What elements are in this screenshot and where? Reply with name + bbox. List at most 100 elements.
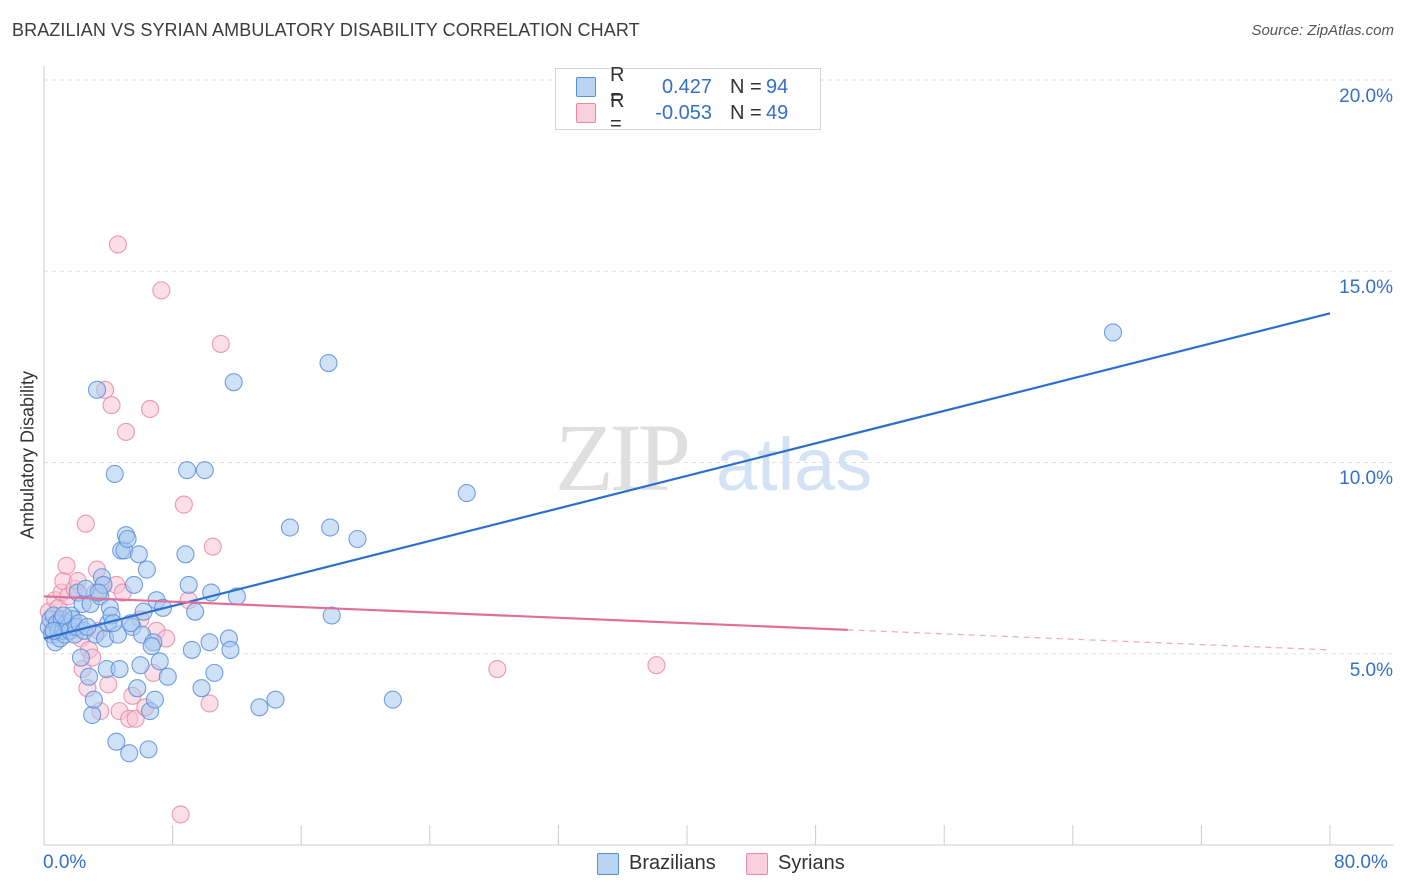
brazilians-point: [139, 740, 158, 759]
brazilians-point: [150, 652, 169, 671]
brazilians-point: [192, 679, 211, 698]
brazilians-point: [322, 606, 341, 625]
brazilians-point: [87, 380, 107, 399]
brazilians-point: [221, 640, 240, 659]
syrians-point: [152, 281, 171, 300]
y-tick-label: 15.0%: [1339, 277, 1393, 298]
brazilians-point: [142, 637, 161, 656]
brazilians-point: [137, 560, 156, 579]
legend-row-brazilians: R = 0.427 N = 94: [576, 64, 796, 109]
brazilians-point: [224, 373, 243, 392]
x-tick-label-max: 80.0%: [1334, 852, 1388, 873]
trend-lines: [43, 312, 1331, 651]
y-tick-label: 10.0%: [1339, 468, 1393, 489]
legend-label: Brazilians: [629, 852, 716, 874]
brazilians-point: [124, 575, 144, 594]
n-value: 94: [766, 75, 789, 98]
brazilians-point: [71, 648, 91, 667]
syrians-point: [76, 514, 95, 533]
r-value: -0.053: [655, 101, 712, 124]
n-label: N =: [730, 75, 762, 98]
legend-label: Syrians: [778, 852, 845, 874]
brazilians-point: [176, 545, 195, 564]
brazilians-point: [118, 529, 137, 549]
syrians-trend-line-extension: [847, 629, 1331, 651]
syrians-point: [141, 399, 160, 419]
syrians-point: [174, 495, 193, 514]
brazilians-point: [129, 545, 148, 564]
watermark-atlas: atlas: [716, 423, 872, 506]
brazilians-point: [89, 583, 108, 602]
brazilians-point: [266, 690, 285, 709]
brazilians-point: [110, 659, 129, 679]
watermark-zip: ZIP: [555, 404, 688, 511]
legend-item-syrians[interactable]: Syrians: [746, 852, 845, 875]
syrians-point: [57, 556, 76, 575]
correlation-legend: R = 0.427 N = 94 R = -0.053 N = 49: [555, 64, 821, 135]
legend-item-brazilians[interactable]: Brazilians: [597, 852, 716, 875]
syrians-point: [488, 659, 507, 679]
y-tick-label: 20.0%: [1339, 86, 1393, 107]
brazilians-legend-swatch: [597, 852, 619, 875]
y-axis-label: Ambulatory Disability: [17, 370, 38, 540]
brazilians-point: [120, 744, 139, 763]
brazilians-point: [383, 690, 402, 709]
r-value: 0.427: [661, 75, 712, 98]
brazilians-point: [321, 518, 340, 537]
watermark: ZIP atlas: [555, 404, 872, 511]
brazilians-point: [250, 698, 269, 717]
brazilians-point: [128, 679, 147, 698]
brazilians-point: [457, 484, 476, 503]
gridlines: [44, 79, 1394, 655]
brazilians-swatch: [576, 77, 596, 97]
syrians-point: [171, 805, 190, 824]
n-value: 49: [766, 101, 789, 124]
brazilians-point: [131, 656, 150, 675]
syrians-trend-line: [43, 595, 848, 631]
brazilians-point: [179, 575, 198, 594]
syrians-swatch: [576, 103, 596, 123]
brazilians-point: [200, 633, 219, 652]
r-label: R =: [610, 90, 625, 135]
syrians-point: [116, 422, 136, 441]
syrians-point: [211, 334, 230, 353]
brazilians-point: [1103, 323, 1123, 342]
brazilians-point: [178, 461, 197, 480]
brazilians-point: [84, 690, 103, 709]
brazilians-point: [348, 529, 367, 549]
chart-title: BRAZILIAN VS SYRIAN AMBULATORY DISABILIT…: [12, 20, 640, 40]
syrians-point: [200, 694, 219, 713]
syrians-point: [102, 396, 121, 415]
syrians-legend-swatch: [746, 852, 768, 875]
brazilians-point: [205, 663, 224, 682]
brazilians-point: [158, 667, 177, 686]
source-label: Source: ZipAtlas.com: [1251, 22, 1394, 39]
brazilians-point: [280, 518, 299, 537]
brazilians-point: [107, 732, 126, 751]
brazilians-point: [182, 640, 201, 659]
brazilians-trend-line: [43, 312, 1331, 640]
brazilians-points: [39, 323, 1123, 763]
syrians-points: [39, 235, 666, 824]
brazilians-point: [319, 353, 338, 373]
brazilians-point: [195, 461, 214, 480]
syrians-point: [108, 235, 127, 254]
series-legend: Brazilians Syrians: [0, 852, 1406, 878]
x-tick-label-min: 0.0%: [43, 852, 87, 873]
brazilians-point: [121, 614, 140, 633]
legend-row-syrians: R = -0.053 N = 49: [576, 90, 796, 135]
syrians-point: [203, 537, 222, 556]
r-label: R =: [610, 64, 625, 109]
n-label: N =: [730, 101, 762, 124]
brazilians-point: [54, 606, 73, 625]
brazilians-point: [145, 690, 164, 709]
axes: [43, 66, 1394, 846]
syrians-point: [647, 656, 666, 675]
brazilians-point: [105, 464, 124, 484]
syrians-point: [99, 675, 118, 694]
brazilians-point: [186, 602, 205, 621]
brazilians-point: [79, 667, 99, 686]
y-tick-label: 5.0%: [1349, 660, 1393, 681]
brazilians-point: [83, 705, 102, 725]
